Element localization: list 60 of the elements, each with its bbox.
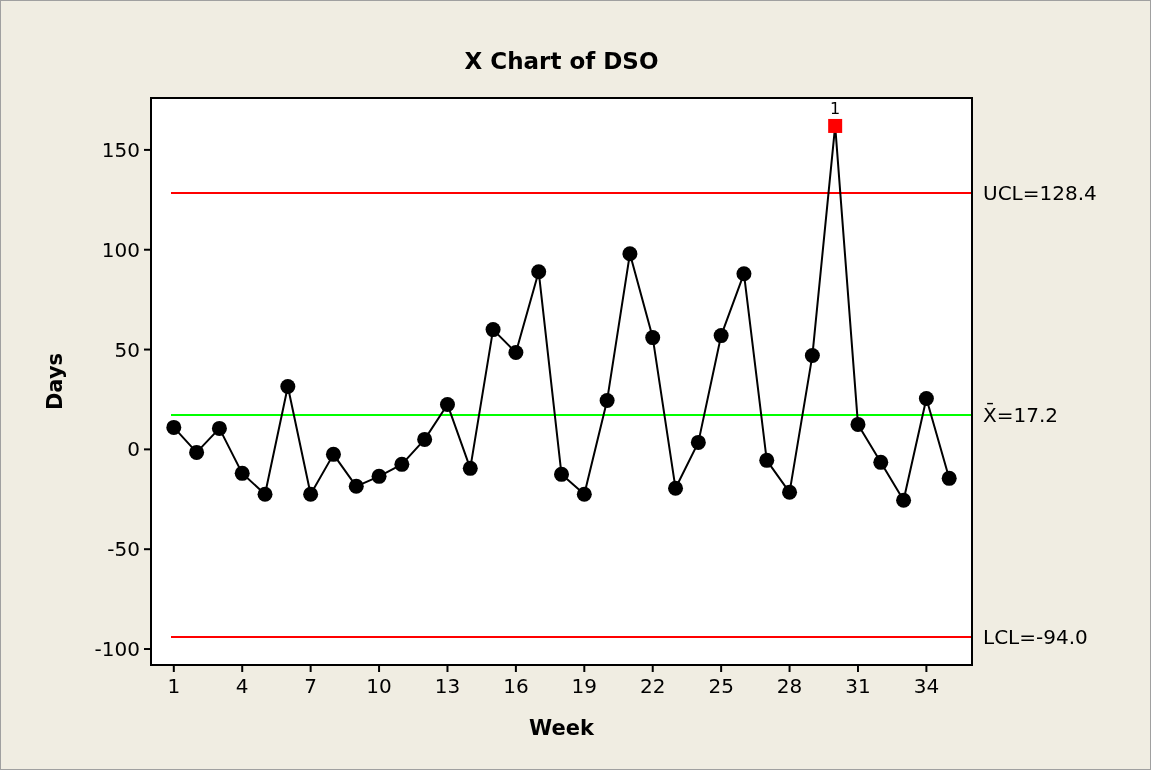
- x-tick-label: 1: [167, 674, 181, 698]
- point: [485, 322, 501, 338]
- chart-title: X Chart of DSO: [464, 48, 659, 74]
- ref-line-label: X̄=17.2: [983, 402, 1058, 428]
- y-tick-label: -50: [107, 537, 140, 562]
- point: [371, 468, 387, 484]
- point: [325, 446, 341, 462]
- point: [668, 480, 684, 496]
- point: [690, 434, 706, 450]
- x-tick-label: 22: [640, 674, 666, 698]
- ref-line-label: LCL=-94.0: [983, 625, 1088, 650]
- x-tick-label: 4: [235, 674, 249, 698]
- point: [896, 492, 912, 508]
- point: [508, 345, 524, 361]
- y-axis-title: Days: [43, 352, 67, 411]
- point: [941, 470, 957, 486]
- point: [211, 420, 227, 436]
- point: [828, 118, 843, 133]
- point: [599, 392, 615, 408]
- x-tick-label: 31: [845, 674, 871, 698]
- x-tick-label: 7: [304, 674, 318, 698]
- point: [873, 454, 889, 470]
- point: [462, 460, 478, 476]
- annotation: 1: [830, 98, 841, 118]
- point: [234, 465, 250, 481]
- x-tick-label: 34: [913, 674, 940, 698]
- x-tick-label: 19: [571, 674, 598, 698]
- point: [576, 486, 592, 502]
- point: [531, 264, 547, 280]
- point: [850, 416, 866, 432]
- point: [554, 466, 569, 482]
- point: [280, 378, 296, 394]
- y-tick-label: 150: [101, 137, 140, 162]
- y-tick-label: 0: [127, 437, 140, 462]
- point: [918, 390, 934, 406]
- x-tick-label: 28: [776, 674, 803, 698]
- y-tick-label: -100: [94, 637, 140, 662]
- x-axis-title: Week: [529, 716, 595, 740]
- point: [189, 444, 205, 460]
- point: [348, 478, 364, 494]
- point: [759, 452, 775, 468]
- y-tick-label: 50: [114, 337, 140, 362]
- point: [394, 456, 410, 472]
- point: [645, 330, 661, 346]
- x-tick-label: 16: [503, 674, 529, 698]
- x-tick-label: 25: [708, 674, 734, 698]
- point: [166, 419, 182, 435]
- point: [782, 484, 798, 500]
- x-tick-label: 13: [434, 674, 461, 698]
- point: [257, 486, 273, 502]
- point: [417, 431, 433, 447]
- x-tick-label: 10: [366, 674, 392, 698]
- point: [622, 246, 638, 262]
- point: [439, 396, 455, 412]
- point: [713, 328, 729, 344]
- point: [736, 266, 752, 282]
- y-tick-label: 100: [101, 237, 140, 262]
- point: [804, 348, 820, 364]
- ref-line-label: UCL=128.4: [983, 181, 1097, 206]
- point: [303, 486, 319, 502]
